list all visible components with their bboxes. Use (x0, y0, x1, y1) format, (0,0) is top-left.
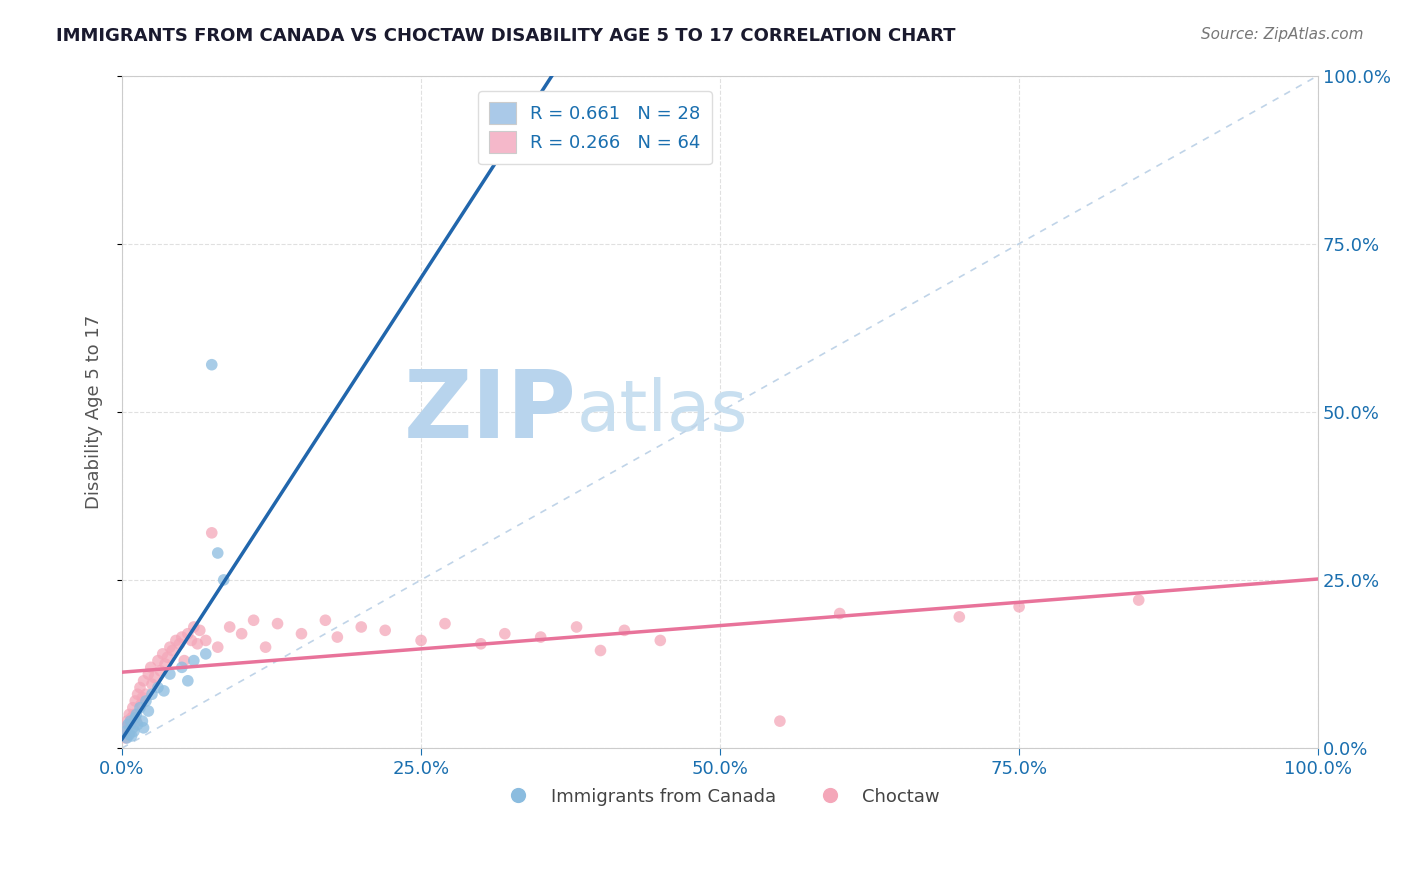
Point (115, 714, 138, 728)
Point (159, 667, 181, 681)
Point (470, 637, 492, 651)
Point (120, 714, 142, 728)
Point (201, 525, 224, 540)
Point (129, 700, 152, 714)
Point (165, 633, 187, 648)
Point (124, 694, 146, 708)
Point (231, 626, 253, 640)
Point (201, 358, 224, 372)
Point (170, 630, 193, 644)
Point (254, 640, 277, 655)
Point (127, 687, 149, 701)
Point (186, 637, 208, 651)
Point (135, 694, 157, 708)
Point (127, 717, 149, 731)
Point (177, 673, 200, 688)
Point (212, 573, 235, 587)
Text: Source: ZipAtlas.com: Source: ZipAtlas.com (1201, 27, 1364, 42)
Point (149, 664, 172, 678)
Point (218, 620, 240, 634)
Point (194, 647, 217, 661)
Point (769, 714, 792, 728)
Point (132, 721, 155, 735)
Point (129, 698, 152, 712)
Point (180, 633, 202, 648)
Point (115, 731, 138, 745)
Point (565, 620, 588, 634)
Point (141, 677, 163, 691)
Point (530, 115, 553, 129)
Point (135, 687, 157, 701)
Point (650, 633, 672, 648)
Point (125, 707, 148, 722)
Point (1008, 599, 1031, 614)
Point (242, 613, 264, 627)
Point (118, 707, 141, 722)
Y-axis label: Disability Age 5 to 17: Disability Age 5 to 17 (86, 315, 103, 509)
Point (188, 624, 211, 638)
Point (138, 667, 160, 681)
Point (131, 714, 153, 728)
Legend: Immigrants from Canada, Choctaw: Immigrants from Canada, Choctaw (494, 780, 948, 813)
Point (121, 711, 143, 725)
Point (177, 626, 200, 640)
Point (122, 707, 145, 722)
Point (143, 670, 166, 684)
Point (207, 546, 229, 560)
Point (173, 654, 195, 668)
Point (433, 616, 456, 631)
Point (326, 630, 349, 644)
Point (159, 640, 181, 655)
Point (121, 729, 143, 743)
Point (314, 613, 336, 627)
Point (350, 620, 373, 634)
Point (162, 643, 184, 657)
Point (131, 690, 153, 705)
Point (146, 681, 169, 695)
Text: IMMIGRANTS FROM CANADA VS CHOCTAW DISABILITY AGE 5 TO 17 CORRELATION CHART: IMMIGRANTS FROM CANADA VS CHOCTAW DISABI… (56, 27, 956, 45)
Point (121, 721, 143, 735)
Point (374, 624, 396, 638)
Point (117, 728, 139, 742)
Point (170, 660, 193, 674)
Point (290, 626, 312, 640)
Text: atlas: atlas (576, 377, 748, 446)
Point (1128, 593, 1150, 607)
Point (141, 687, 163, 701)
Point (153, 684, 176, 698)
Point (117, 717, 139, 731)
Point (129, 681, 152, 695)
Point (153, 657, 176, 671)
Point (121, 700, 143, 714)
Point (124, 711, 146, 725)
Point (266, 616, 288, 631)
Point (114, 721, 136, 735)
Text: ZIP: ZIP (404, 366, 576, 458)
Point (494, 626, 516, 640)
Point (194, 633, 217, 648)
Point (138, 704, 160, 718)
Point (530, 630, 553, 644)
Point (114, 724, 136, 739)
Point (132, 673, 155, 688)
Point (169, 637, 191, 651)
Point (589, 643, 612, 657)
Point (146, 654, 169, 668)
Point (152, 647, 174, 661)
Point (120, 717, 142, 731)
Point (139, 660, 162, 674)
Point (156, 650, 179, 665)
Point (409, 633, 432, 648)
Point (122, 724, 145, 739)
Point (183, 654, 205, 668)
Point (948, 610, 970, 624)
Point (118, 728, 141, 742)
Point (114, 731, 136, 745)
Point (828, 607, 851, 621)
Point (125, 714, 148, 728)
Point (183, 620, 205, 634)
Point (613, 624, 636, 638)
Point (207, 640, 229, 655)
